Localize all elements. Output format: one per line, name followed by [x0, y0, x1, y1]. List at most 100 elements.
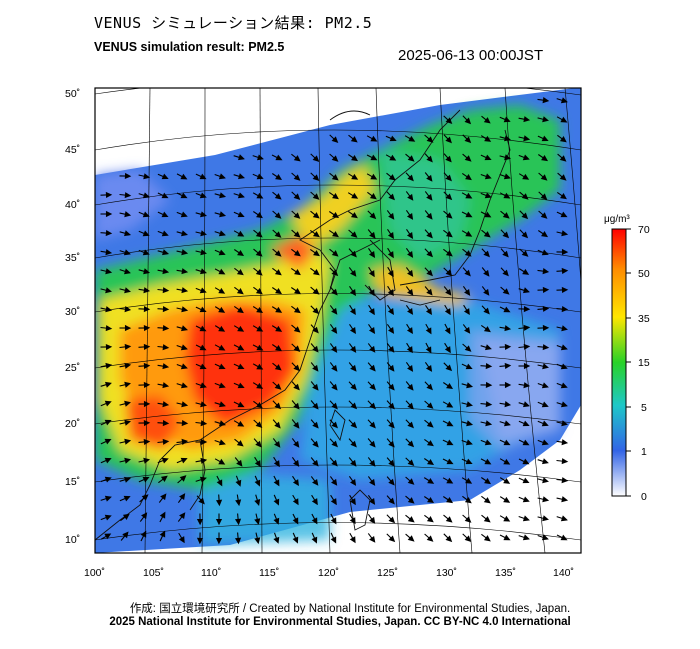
wind-arrow-head — [369, 402, 376, 410]
wind-arrow-head — [407, 516, 415, 523]
wind-arrow-head — [484, 154, 492, 161]
wind-arrow-head — [388, 535, 396, 543]
wind-arrow-head — [369, 231, 376, 239]
wind-arrow-head — [503, 116, 511, 123]
wind-arrow-head — [181, 268, 189, 275]
wind-arrow-head — [522, 154, 530, 161]
wind-arrow-head — [142, 230, 150, 237]
wind-arrow-head — [522, 439, 530, 446]
wind-arrow-head — [369, 459, 376, 467]
wind-arrow-head — [292, 479, 299, 487]
wind-arrow-head — [200, 438, 208, 446]
wind-arrow-head — [540, 212, 548, 219]
wind-arrow-head — [162, 401, 170, 408]
wind-arrow-head — [446, 382, 454, 389]
wind-arrow-head — [425, 365, 433, 372]
wind-arrow-head — [255, 288, 263, 295]
wind-arrow-head — [464, 497, 472, 504]
wind-arrow-head — [200, 420, 208, 427]
wind-arrow-head — [407, 535, 415, 542]
wind-arrow-head — [274, 364, 282, 371]
wind-arrow-head — [388, 193, 395, 201]
wind-arrow-head — [406, 213, 414, 220]
wind-arrow-head — [388, 516, 396, 524]
wind-arrow-head — [237, 249, 245, 256]
wind-arrow-head — [503, 477, 511, 484]
wind-arrow-head — [484, 211, 492, 218]
wind-arrow-head — [312, 459, 319, 467]
wind-arrow-head — [425, 346, 432, 354]
latitude-labels: 50˚ 45˚ 40˚ 35˚ 30˚ 25˚ 20˚ 15˚ 10˚ — [65, 88, 80, 546]
wind-arrow-head — [196, 518, 204, 526]
lat-label-30: 30˚ — [65, 306, 80, 318]
wind-arrow-head — [350, 479, 357, 486]
wind-arrow-head — [237, 344, 245, 351]
wind-arrow-head — [523, 362, 531, 370]
wind-arrow-head — [389, 135, 397, 142]
wind-arrow-head — [542, 515, 550, 522]
wind-arrow-head — [522, 496, 530, 503]
wind-arrow-head — [143, 457, 150, 464]
wind-arrow-head — [274, 250, 282, 257]
wind-arrow-head — [124, 287, 132, 294]
wind-arrow-head — [293, 250, 301, 257]
wind-arrow-head — [407, 497, 415, 504]
wind-arrow-head — [369, 440, 376, 448]
wind-arrow-head — [464, 269, 471, 277]
wind-arrow-head — [388, 459, 395, 467]
wind-arrow-head — [142, 249, 150, 256]
wind-arrow-head — [350, 440, 357, 448]
wind-arrow-head — [483, 326, 491, 333]
wind-arrow-head — [161, 457, 169, 464]
wind-arrow-head — [350, 383, 357, 391]
wind-arrow-head — [142, 211, 150, 218]
wind-arrow-head — [331, 288, 338, 296]
wind-arrow-head — [388, 383, 395, 391]
wind-arrow-head — [387, 251, 394, 259]
wind-arrow-head — [483, 516, 491, 523]
title-japanese: VENUS シミュレーション結果: PM2.5 — [94, 14, 373, 32]
wind-arrow-head — [369, 421, 376, 429]
wind-arrow-head — [541, 401, 549, 408]
wind-arrow-head — [104, 533, 112, 540]
wind-arrow-head — [238, 173, 246, 180]
wind-arrow-head — [180, 457, 188, 464]
wind-arrow-head — [444, 308, 451, 316]
wind-arrow-head — [368, 251, 376, 259]
wind-arrow-head — [312, 288, 320, 295]
wind-arrow-head — [181, 325, 189, 332]
wind-arrow-head — [237, 382, 245, 389]
wind-arrow-head — [561, 267, 569, 275]
lat-label-35: 35˚ — [65, 252, 80, 264]
wind-arrow-head — [275, 325, 283, 332]
lon-label-115: 115˚ — [259, 567, 279, 579]
wind-arrow-head — [369, 193, 377, 200]
wind-arrow-head — [143, 362, 151, 370]
wind-arrow-head — [235, 479, 242, 487]
wind-arrow-head — [465, 192, 473, 199]
wind-arrow-head — [274, 440, 281, 448]
wind-arrow-head — [426, 402, 434, 409]
wind-arrow-head — [234, 537, 242, 545]
wind-arrow-head — [218, 458, 226, 465]
wind-arrow-head — [178, 536, 185, 544]
wind-arrow-head — [444, 327, 451, 335]
wind-arrow-head — [351, 173, 359, 180]
wind-arrow-head — [425, 327, 432, 335]
lat-label-45: 45˚ — [65, 144, 80, 156]
wind-arrow-head — [464, 535, 472, 542]
wind-arrow-head — [293, 459, 300, 467]
colorbar-tick-5: 5 — [641, 402, 647, 414]
wind-arrow-head — [349, 308, 356, 316]
wind-arrow-head — [274, 231, 282, 238]
wind-arrow-head — [502, 231, 510, 239]
wind-arrow-head — [388, 402, 395, 410]
wind-arrow-head — [368, 308, 375, 316]
wind-arrow-head — [105, 287, 113, 294]
wind-arrow-head — [311, 498, 318, 506]
wind-arrow-head — [542, 116, 550, 123]
wind-arrow-head — [503, 496, 511, 503]
wind-arrow-head — [180, 344, 188, 351]
wind-arrow-head — [162, 249, 170, 256]
